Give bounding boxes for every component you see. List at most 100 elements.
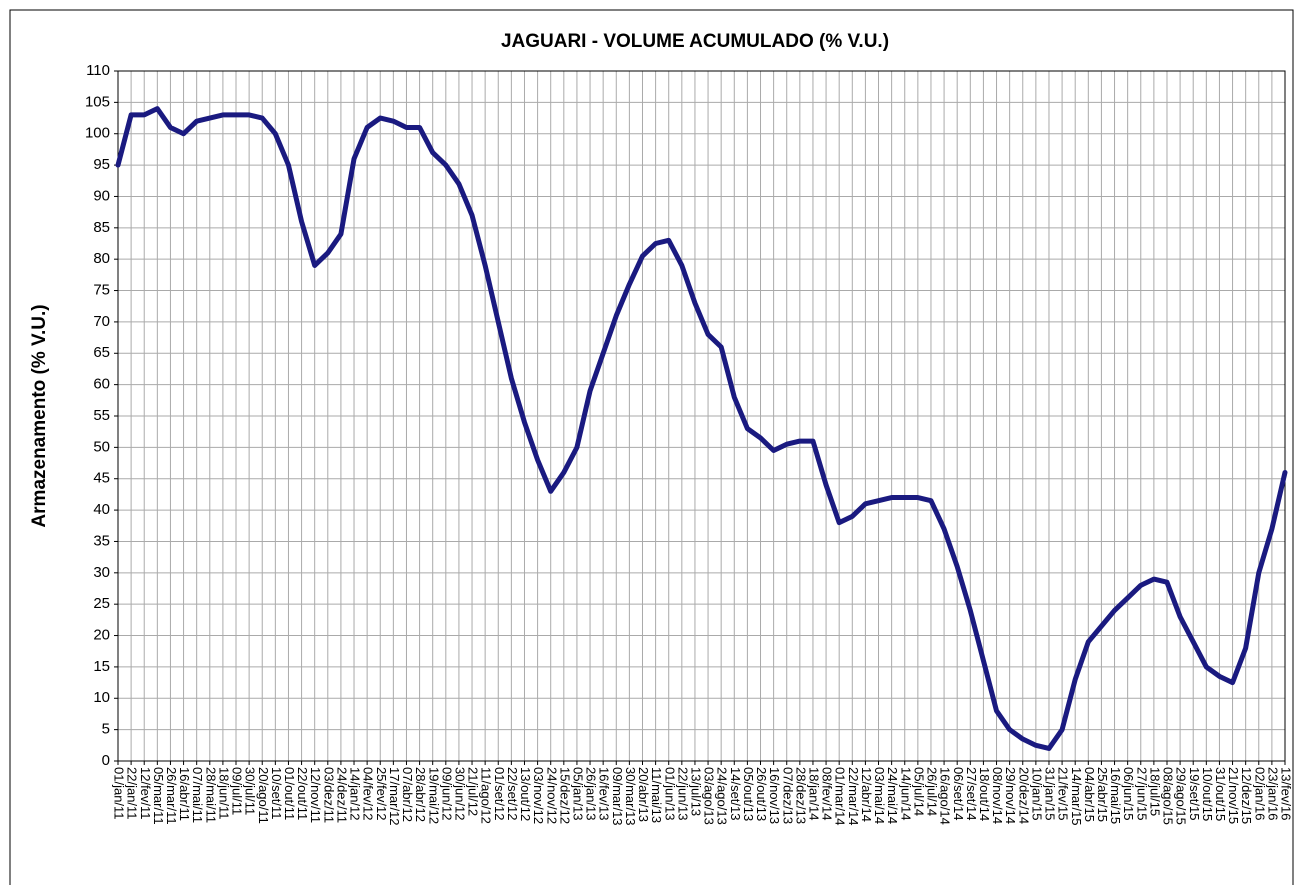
y-tick-label: 0 [102, 752, 110, 769]
x-tick-label: 25/fev/12 [374, 767, 389, 821]
data-line [115, 106, 1288, 751]
y-tick-label: 15 [93, 658, 110, 675]
y-tick-label: 30 [93, 564, 110, 581]
x-tick-label: 16/fev/13 [597, 767, 612, 821]
x-tick-label: 27/set/14 [964, 767, 979, 821]
x-tick-label: 24/mai/14 [885, 767, 900, 824]
x-tick-label: 16/mai/15 [1108, 767, 1123, 824]
y-tick-label: 10 [93, 689, 110, 706]
x-tick-label: 08/fev/14 [820, 767, 835, 821]
x-tick-label: 21/fev/15 [1056, 767, 1071, 821]
x-tick-label: 22/jun/13 [675, 767, 690, 821]
x-tick-label: 03/mai/14 [872, 767, 887, 824]
y-tick-label: 75 [93, 282, 110, 299]
plot-frame [117, 70, 1286, 762]
x-tick-label: 02/jan/16 [1252, 767, 1267, 821]
x-tick-label: 28/abr/12 [413, 767, 428, 822]
y-tick-label: 20 [93, 627, 110, 644]
y-tick-label: 80 [93, 250, 110, 267]
x-tick-label: 05/mar/11 [151, 767, 166, 825]
x-tick-label: 14/mar/15 [1069, 767, 1084, 826]
x-tick-label: 29/nov/14 [1003, 767, 1018, 824]
x-tick-label: 16/abr/11 [177, 767, 192, 821]
x-tick-label: 04/abr/15 [1082, 767, 1097, 822]
x-tick-label: 12/fev/11 [138, 767, 153, 820]
x-tick-label: 13/fev/16 [1279, 767, 1294, 821]
x-tick-label: 18/out/14 [977, 767, 992, 821]
x-tick-label: 15/dez/12 [557, 767, 572, 824]
x-tick-label: 05/jul/14 [911, 767, 926, 816]
x-tick-label: 21/jul/12 [466, 767, 481, 816]
x-tick-label: 14/jan/12 [348, 767, 363, 821]
chart-title: JAGUARI - VOLUME ACUMULADO (% V.U.) [501, 31, 889, 52]
x-tick-label: 01/out/11 [282, 767, 297, 820]
x-tick-label: 18/jun/11 [216, 767, 231, 820]
y-tick-label: 45 [93, 470, 110, 487]
x-tick-label: 22/out/11 [295, 767, 310, 820]
x-tick-label: 14/set/13 [728, 767, 743, 821]
x-tick-label: 11/ago/12 [479, 767, 494, 824]
x-tick-label: 26/out/13 [754, 767, 769, 821]
x-tick-label: 25/abr/15 [1095, 767, 1110, 822]
y-tick-label: 5 [102, 721, 110, 738]
y-axis-label: Armazenamento (% V.U.) [29, 304, 50, 527]
x-tick-label: 16/nov/13 [767, 767, 782, 824]
x-tick-label: 26/jan/13 [584, 767, 599, 821]
y-tick-label: 105 [85, 93, 110, 110]
x-tick-label: 12/abr/14 [859, 767, 874, 822]
x-tick-label: 28/mai/11 [203, 767, 218, 823]
y-tick-label: 50 [93, 438, 110, 455]
y-tick-label: 35 [93, 532, 110, 549]
x-tick-label: 30/mar/13 [623, 767, 638, 826]
x-tick-label: 18/jan/14 [807, 767, 822, 821]
x-tick-label: 20/abr/13 [636, 767, 651, 822]
x-tick-label: 09/mar/13 [610, 767, 625, 826]
y-tick-label: 90 [93, 187, 110, 204]
y-tick-label: 25 [93, 595, 110, 612]
x-tick-label: 03/ago/13 [702, 767, 717, 825]
y-tick-label: 100 [85, 125, 110, 142]
x-tick-label: 07/mai/11 [190, 767, 205, 823]
x-tick-label: 03/dez/11 [321, 767, 336, 823]
x-tick-label: 10/set/11 [269, 767, 284, 820]
x-tick-label: 20/ago/11 [256, 767, 271, 824]
x-tick-label: 28/dez/13 [793, 767, 808, 824]
x-tick-label: 21/nov/15 [1226, 767, 1241, 824]
x-tick-label: 27/jun/15 [1134, 767, 1149, 821]
x-tick-label: 09/jul/11 [230, 767, 245, 815]
x-tick-label: 22/mar/14 [846, 767, 861, 826]
x-tick-label: 22/jan/11 [125, 767, 140, 820]
x-tick-label: 07/dez/13 [780, 767, 795, 824]
x-tick-label: 19/mai/12 [426, 767, 441, 824]
x-tick-label: 23/jan/16 [1265, 767, 1280, 821]
y-tick-label: 40 [93, 501, 110, 518]
x-tick-label: 12/nov/11 [308, 767, 323, 823]
x-tick-label: 01/jan/11 [112, 767, 127, 820]
x-tick-label: 18/jul/15 [1147, 767, 1162, 816]
x-tick-label: 01/set/12 [492, 767, 507, 821]
y-tick-label: 60 [93, 376, 110, 393]
x-tick-label: 17/mar/12 [387, 767, 402, 826]
x-tick-label: 06/set/14 [951, 767, 966, 821]
x-tick-label: 05/jan/13 [570, 767, 585, 821]
y-tick-label: 110 [86, 62, 110, 79]
x-tick-label: 08/ago/15 [1161, 767, 1176, 825]
x-tick-label: 31/out/15 [1213, 767, 1228, 821]
x-tick-label: 10/jan/15 [1029, 767, 1044, 821]
y-tick-label: 85 [93, 219, 110, 236]
x-tick-label: 31/jan/15 [1043, 767, 1058, 821]
x-tick-label: 14/jun/14 [898, 767, 913, 821]
x-tick-label: 24/nov/12 [544, 767, 559, 824]
y-tick-label: 55 [93, 407, 110, 424]
x-tick-label: 24/dez/11 [334, 767, 349, 823]
x-tick-label: 10/out/15 [1200, 767, 1215, 821]
x-tick-label: 04/fev/12 [361, 767, 376, 821]
x-tick-label: 19/set/15 [1187, 767, 1202, 821]
x-tick-label: 01/jun/13 [662, 767, 677, 821]
x-tick-label: 05/out/13 [741, 767, 756, 821]
x-tick-label: 20/dez/14 [1016, 767, 1031, 824]
x-tick-label: 11/mai/13 [649, 767, 664, 823]
x-tick-label: 09/jun/12 [439, 767, 454, 821]
x-tick-label: 03/nov/12 [531, 767, 546, 824]
